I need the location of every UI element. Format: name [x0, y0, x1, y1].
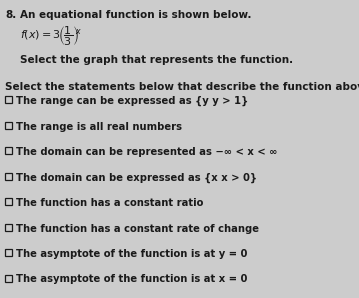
Bar: [5, 274, 12, 282]
Bar: [5, 224, 12, 230]
Text: $f(x) = 3\!\left(\dfrac{1}{3}\right)^{\!\!x}$: $f(x) = 3\!\left(\dfrac{1}{3}\right)^{\!…: [20, 25, 83, 49]
Text: An equational function is shown below.: An equational function is shown below.: [20, 10, 252, 20]
Bar: [5, 173, 12, 179]
Bar: [5, 249, 12, 256]
Text: The function has a constant rate of change: The function has a constant rate of chan…: [16, 224, 259, 234]
Text: The domain can be represented as −∞ < x < ∞: The domain can be represented as −∞ < x …: [16, 147, 278, 157]
Text: The range can be expressed as {y y > 1}: The range can be expressed as {y y > 1}: [16, 96, 248, 106]
Text: 8.: 8.: [5, 10, 16, 20]
Bar: [5, 198, 12, 205]
Text: Select the graph that represents the function.: Select the graph that represents the fun…: [20, 55, 293, 65]
Text: The asymptote of the function is at y = 0: The asymptote of the function is at y = …: [16, 249, 247, 259]
Text: Select the statements below that describe the function above.: Select the statements below that describ…: [5, 82, 359, 92]
Text: The function has a constant ratio: The function has a constant ratio: [16, 198, 204, 208]
Bar: [5, 96, 12, 103]
Text: The asymptote of the function is at x = 0: The asymptote of the function is at x = …: [16, 274, 247, 285]
Text: The range is all real numbers: The range is all real numbers: [16, 122, 182, 131]
Bar: [5, 122, 12, 128]
Bar: [5, 147, 12, 154]
Text: The domain can be expressed as {x x > 0}: The domain can be expressed as {x x > 0}: [16, 173, 257, 183]
